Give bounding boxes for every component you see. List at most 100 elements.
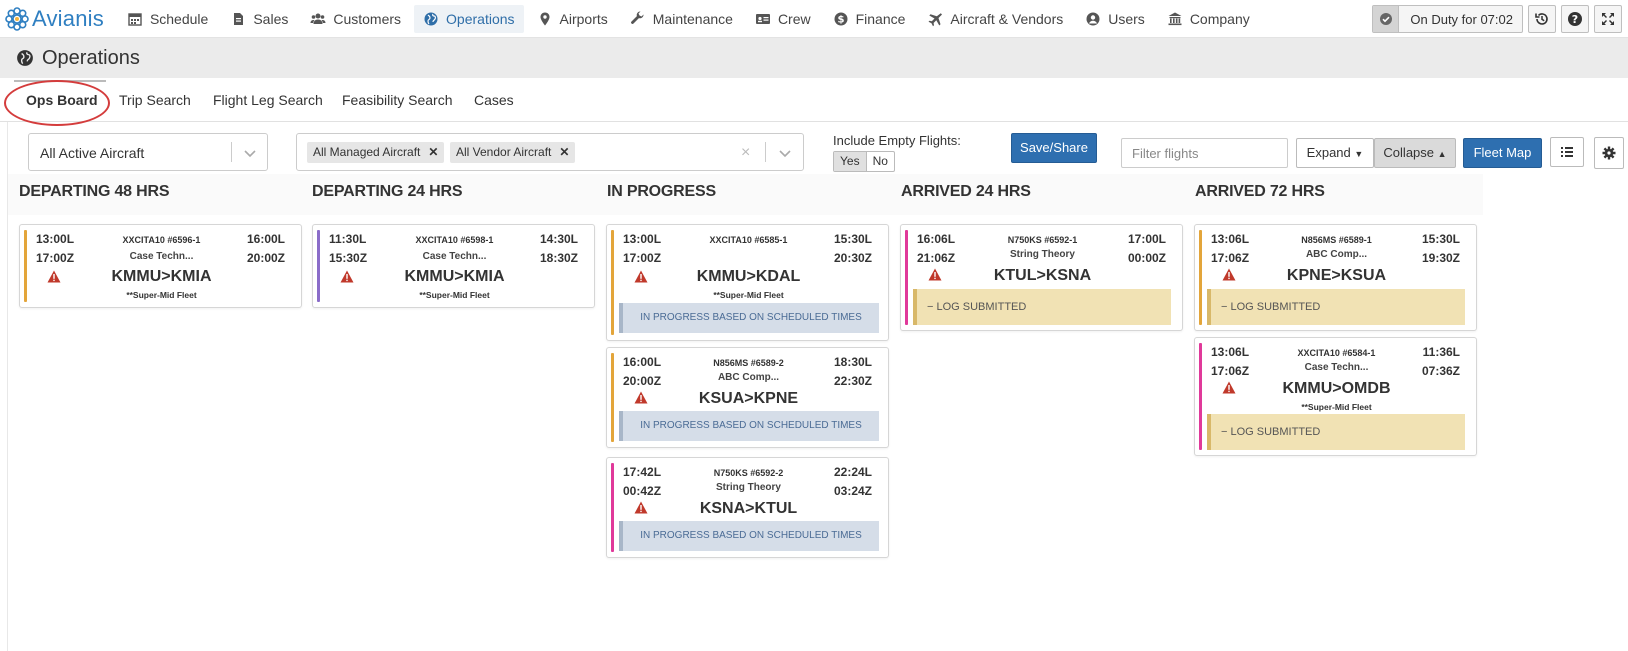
save-share-button[interactable]: Save/Share bbox=[1011, 133, 1097, 163]
tab-feasibility-search[interactable]: Feasibility Search bbox=[342, 92, 453, 108]
nav-company[interactable]: Company bbox=[1158, 5, 1259, 33]
nav-airports[interactable]: Airports bbox=[528, 5, 617, 33]
page-header: Operations bbox=[0, 38, 1628, 78]
aircraft-select[interactable]: All Active Aircraft bbox=[28, 133, 268, 171]
check-circle-icon bbox=[1379, 13, 1392, 25]
tail-trip[interactable]: N750KS #6592-2 bbox=[713, 468, 784, 478]
flight-card[interactable]: 16:00L 20:00Z 18:30L 22:30Z N856MS #6589… bbox=[606, 347, 889, 448]
tab-cases[interactable]: Cases bbox=[474, 92, 514, 108]
log-submitted-banner[interactable]: − LOG SUBMITTED bbox=[1207, 414, 1465, 450]
tail-trip[interactable]: N856MS #6589-1 bbox=[1301, 235, 1372, 245]
warning-icon[interactable] bbox=[634, 501, 648, 514]
nav-aircraft-vendors[interactable]: Aircraft & Vendors bbox=[918, 5, 1072, 33]
tail-trip[interactable]: N856MS #6589-2 bbox=[713, 358, 784, 368]
route: KSNA>KTUL bbox=[699, 500, 798, 517]
nav-customers[interactable]: Customers bbox=[301, 5, 410, 33]
flight-card[interactable]: 16:06L 21:06Z 17:00L 00:00Z N750KS #6592… bbox=[900, 224, 1183, 331]
brand-name: Avianis bbox=[32, 5, 104, 31]
chevron-down-icon[interactable] bbox=[243, 146, 257, 160]
flight-card[interactable]: 13:06L 17:06Z 15:30L 19:30Z N856MS #6589… bbox=[1194, 224, 1477, 331]
warning-icon[interactable] bbox=[1222, 268, 1236, 281]
flight-card[interactable]: 11:30L 15:30Z 14:30L 18:30Z XXCITA10 #65… bbox=[312, 224, 595, 308]
card-status-stripe bbox=[1199, 343, 1202, 450]
nav-operations[interactable]: Operations bbox=[414, 4, 524, 33]
tail-trip[interactable]: XXCITA10 #6598-1 bbox=[415, 235, 494, 245]
route: KMMU>KMIA bbox=[111, 268, 212, 285]
warning-icon[interactable] bbox=[634, 270, 648, 283]
warning-icon[interactable] bbox=[1222, 381, 1236, 394]
route: KMMU>KDAL bbox=[696, 268, 801, 285]
collapse-label: Collapse bbox=[1383, 145, 1435, 160]
fullscreen-button[interactable] bbox=[1594, 5, 1622, 33]
help-button[interactable]: ? bbox=[1561, 5, 1589, 33]
warning-icon[interactable] bbox=[928, 268, 942, 281]
dep-local: 13:06L bbox=[1211, 232, 1250, 246]
highlight-annotation bbox=[4, 80, 110, 126]
map-marker-icon bbox=[540, 12, 550, 25]
nav-schedule[interactable]: Schedule bbox=[118, 5, 217, 33]
log-submitted-banner[interactable]: − LOG SUBMITTED bbox=[1207, 289, 1465, 325]
ops-board-header-band bbox=[8, 174, 1483, 215]
arr-zulu: 20:00Z bbox=[246, 251, 285, 265]
history-icon bbox=[1535, 13, 1548, 25]
arr-zulu: 07:36Z bbox=[1421, 364, 1460, 378]
flight-card[interactable]: 13:00L 17:00Z 16:00L 20:00Z XXCITA10 #65… bbox=[19, 224, 302, 308]
dep-zulu: 17:06Z bbox=[1211, 251, 1250, 265]
nav-maintenance[interactable]: Maintenance bbox=[621, 5, 742, 33]
list-view-button[interactable] bbox=[1550, 137, 1584, 167]
dep-zulu: 15:30Z bbox=[329, 251, 368, 265]
fleet-multiselect[interactable]: All Managed Aircraft ✕ All Vendor Aircra… bbox=[296, 133, 804, 171]
calendar-icon bbox=[128, 12, 142, 26]
settings-button[interactable] bbox=[1594, 137, 1624, 169]
fleet-name: **Super-Mid Fleet bbox=[1301, 402, 1372, 412]
warning-icon[interactable] bbox=[340, 270, 354, 283]
dep-local: 11:30L bbox=[329, 232, 367, 246]
tail-trip[interactable]: N750KS #6592-1 bbox=[1007, 235, 1078, 245]
status-banner: IN PROGRESS BASED ON SCHEDULED TIMES bbox=[619, 303, 879, 333]
warning-icon[interactable] bbox=[634, 391, 648, 404]
tail-trip[interactable]: XXCITA10 #6584-1 bbox=[1297, 348, 1376, 358]
tab-trip-search[interactable]: Trip Search bbox=[119, 92, 191, 108]
nav-finance[interactable]: $ Finance bbox=[824, 5, 915, 33]
fleet-map-button[interactable]: Fleet Map bbox=[1463, 138, 1542, 168]
nav-users[interactable]: Users bbox=[1076, 5, 1154, 33]
nav-sales[interactable]: Sales bbox=[221, 5, 297, 33]
filter-flights-input[interactable] bbox=[1121, 138, 1288, 168]
toggle-yes[interactable]: Yes bbox=[834, 152, 867, 171]
expand-button[interactable]: Expand ▼ bbox=[1296, 138, 1374, 168]
arr-local: 15:30L bbox=[833, 232, 872, 246]
warning-icon[interactable] bbox=[47, 270, 61, 283]
arr-local: 17:00L bbox=[1127, 232, 1166, 246]
remove-tag-icon[interactable]: ✕ bbox=[559, 145, 570, 159]
card-status-stripe bbox=[905, 230, 908, 325]
dep-zulu: 21:06Z bbox=[917, 251, 956, 265]
column-header-arrived-24: ARRIVED 24 HRS bbox=[901, 183, 1031, 200]
tag-label: All Vendor Aircraft bbox=[456, 145, 552, 159]
nav-label: Schedule bbox=[149, 10, 209, 27]
remove-tag-icon[interactable]: ✕ bbox=[428, 145, 439, 159]
clear-all-icon[interactable]: × bbox=[741, 144, 751, 161]
expand-label: Expand bbox=[1306, 145, 1351, 160]
collapse-button[interactable]: Collapse ▲ bbox=[1374, 138, 1456, 168]
flight-card[interactable]: 13:06L 17:06Z 11:36L 07:36Z XXCITA10 #65… bbox=[1194, 337, 1477, 456]
history-button[interactable] bbox=[1528, 5, 1556, 33]
card-status-stripe bbox=[611, 230, 614, 335]
bank-icon bbox=[1168, 12, 1182, 25]
toggle-no[interactable]: No bbox=[872, 154, 888, 168]
tail-trip[interactable]: XXCITA10 #6596-1 bbox=[122, 235, 201, 245]
tail-trip[interactable]: XXCITA10 #6585-1 bbox=[709, 235, 788, 245]
brand[interactable]: Avianis bbox=[4, 6, 104, 32]
nav-crew[interactable]: Crew bbox=[746, 5, 820, 33]
arr-zulu: 03:24Z bbox=[833, 484, 872, 498]
chevron-down-icon[interactable] bbox=[778, 146, 792, 160]
log-submitted-banner[interactable]: − LOG SUBMITTED bbox=[913, 289, 1171, 325]
route: KSUA>KPNE bbox=[698, 390, 799, 407]
svg-text:$: $ bbox=[837, 14, 844, 25]
route: KTUL>KSNA bbox=[993, 267, 1092, 284]
tab-flight-leg-search[interactable]: Flight Leg Search bbox=[213, 92, 323, 108]
duty-status-button[interactable]: On Duty for 07:02 bbox=[1372, 5, 1523, 33]
expand-arrows-icon bbox=[1602, 13, 1614, 25]
user-circle-icon bbox=[1086, 12, 1100, 25]
flight-card[interactable]: 13:00L 17:00Z 15:30L 20:30Z XXCITA10 #65… bbox=[606, 224, 889, 341]
flight-card[interactable]: 17:42L 00:42Z 22:24L 03:24Z N750KS #6592… bbox=[606, 457, 889, 558]
